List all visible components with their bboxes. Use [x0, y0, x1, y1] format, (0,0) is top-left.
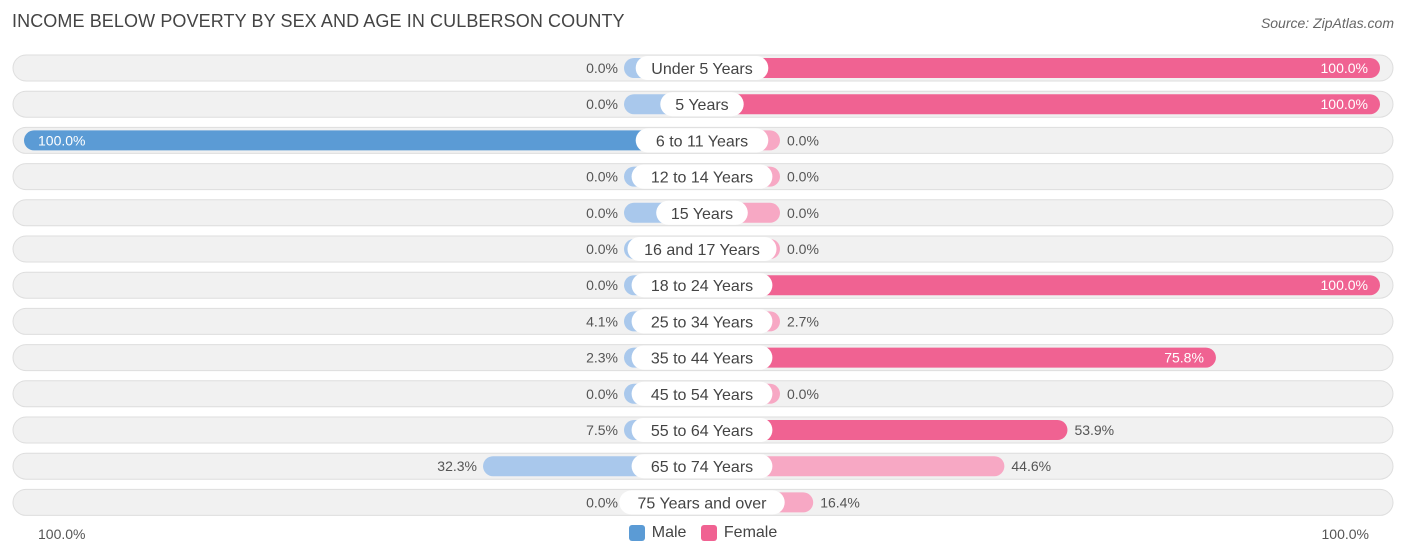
chart-row: 0.0% 0.0% 45 to 54 Years [12, 380, 1394, 408]
chart-row: 0.0% 0.0% 12 to 14 Years [12, 163, 1394, 191]
data-label-female: 2.7% [787, 313, 819, 329]
chart-row: 0.0% 16.4% 75 Years and over [12, 488, 1394, 516]
category-pill [631, 418, 773, 442]
category-pill [631, 454, 773, 479]
data-label-female: 53.9% [1074, 422, 1114, 438]
data-label-male: 7.5% [586, 422, 618, 438]
data-label-female: 44.6% [1011, 458, 1051, 474]
legend-swatch-female [700, 525, 717, 541]
bar-female[interactable] [702, 347, 1216, 368]
category-label: 45 to 54 Years [651, 387, 753, 404]
data-label-male: 0.0% [586, 169, 618, 185]
chart-row: 0.0% 100.0% 5 Years [12, 90, 1394, 118]
category-label: 6 to 11 Years [656, 133, 748, 150]
category-label: 55 to 64 Years [651, 423, 753, 440]
bar-female[interactable] [702, 58, 1380, 78]
category-pill [656, 200, 748, 225]
category-label: 15 Years [671, 206, 733, 223]
category-label: Under 5 Years [651, 61, 752, 78]
category-pill [631, 309, 773, 334]
chart-row: 0.0% 0.0% 16 and 17 Years [12, 235, 1394, 263]
category-pill [631, 164, 773, 189]
data-label-male: 0.0% [586, 96, 618, 112]
category-pill [635, 56, 769, 80]
data-label-female: 100.0% [1321, 60, 1368, 76]
data-label-female: 0.0% [787, 169, 819, 185]
chart-row: 0.0% 0.0% 15 Years [12, 199, 1394, 227]
category-pill [627, 237, 777, 261]
category-pill [660, 92, 744, 117]
bar-male[interactable] [24, 130, 702, 151]
data-label-male: 100.0% [38, 132, 85, 148]
chart-row: 2.3% 75.8% 35 to 44 Years [12, 344, 1394, 372]
category-label: 5 Years [675, 97, 728, 114]
bar-female[interactable] [702, 275, 1380, 296]
bar-female[interactable] [702, 94, 1380, 115]
data-label-female: 0.0% [787, 205, 819, 221]
category-label: 16 and 17 Years [644, 242, 760, 259]
legend: Male Female [0, 524, 1406, 546]
legend-label-female: Female [723, 524, 778, 541]
category-label: 35 to 44 Years [651, 351, 753, 368]
data-label-male: 0.0% [586, 386, 618, 402]
chart-row: 100.0% 0.0% 6 to 11 Years [12, 126, 1394, 154]
chart-row: 0.0% 100.0% Under 5 Years [12, 54, 1394, 82]
category-pill [631, 381, 773, 406]
data-label-female: 16.4% [820, 494, 860, 510]
data-label-female: 100.0% [1321, 96, 1368, 112]
chart-canvas: 0.0% 100.0% Under 5 Years 0.0% 100.0% 5 Years… [12, 54, 1394, 516]
bar-female[interactable] [702, 456, 1005, 477]
data-label-male: 32.3% [437, 458, 477, 474]
bar-female[interactable] [702, 420, 1068, 440]
source-label: Source: ZipAtlas.com [1260, 15, 1394, 31]
data-label-female: 0.0% [787, 132, 819, 148]
chart-row: 7.5% 53.9% 55 to 64 Years [12, 416, 1394, 444]
category-label: 65 to 74 Years [651, 459, 753, 476]
category-pill [635, 128, 769, 153]
axis-left-label: 100.0% [38, 526, 86, 542]
chart-row: 0.0% 100.0% 18 to 24 Years [12, 271, 1394, 299]
category-pill [631, 345, 773, 370]
legend-label-male: Male [651, 524, 687, 541]
category-label: 18 to 24 Years [651, 278, 753, 295]
chart-row: 32.3% 44.6% 65 to 74 Years [12, 452, 1394, 480]
category-label: 25 to 34 Years [651, 314, 753, 331]
data-label-male: 0.0% [586, 494, 618, 510]
legend-item-female[interactable]: Female [700, 524, 778, 542]
chart-row: 4.1% 2.7% 25 to 34 Years [12, 307, 1394, 335]
axis-right-label: 100.0% [1321, 526, 1369, 542]
data-label-male: 4.1% [586, 313, 618, 329]
chart-title: INCOME BELOW POVERTY BY SEX AND AGE IN C… [12, 11, 625, 31]
category-label: 75 Years and over [638, 495, 768, 512]
category-pill [619, 490, 785, 515]
legend-swatch-male [628, 525, 645, 541]
legend-item-male[interactable]: Male [628, 524, 687, 542]
category-pill [631, 273, 773, 298]
data-label-male: 0.0% [586, 277, 618, 293]
data-label-female: 0.0% [787, 241, 819, 257]
data-label-female: 0.0% [787, 386, 819, 402]
data-label-male: 2.3% [586, 350, 618, 366]
category-label: 12 to 14 Years [651, 170, 753, 187]
data-label-male: 0.0% [586, 205, 618, 221]
data-label-female: 75.8% [1164, 350, 1204, 366]
data-label-male: 0.0% [586, 60, 618, 76]
data-label-male: 0.0% [586, 241, 618, 257]
data-label-female: 100.0% [1321, 277, 1368, 293]
